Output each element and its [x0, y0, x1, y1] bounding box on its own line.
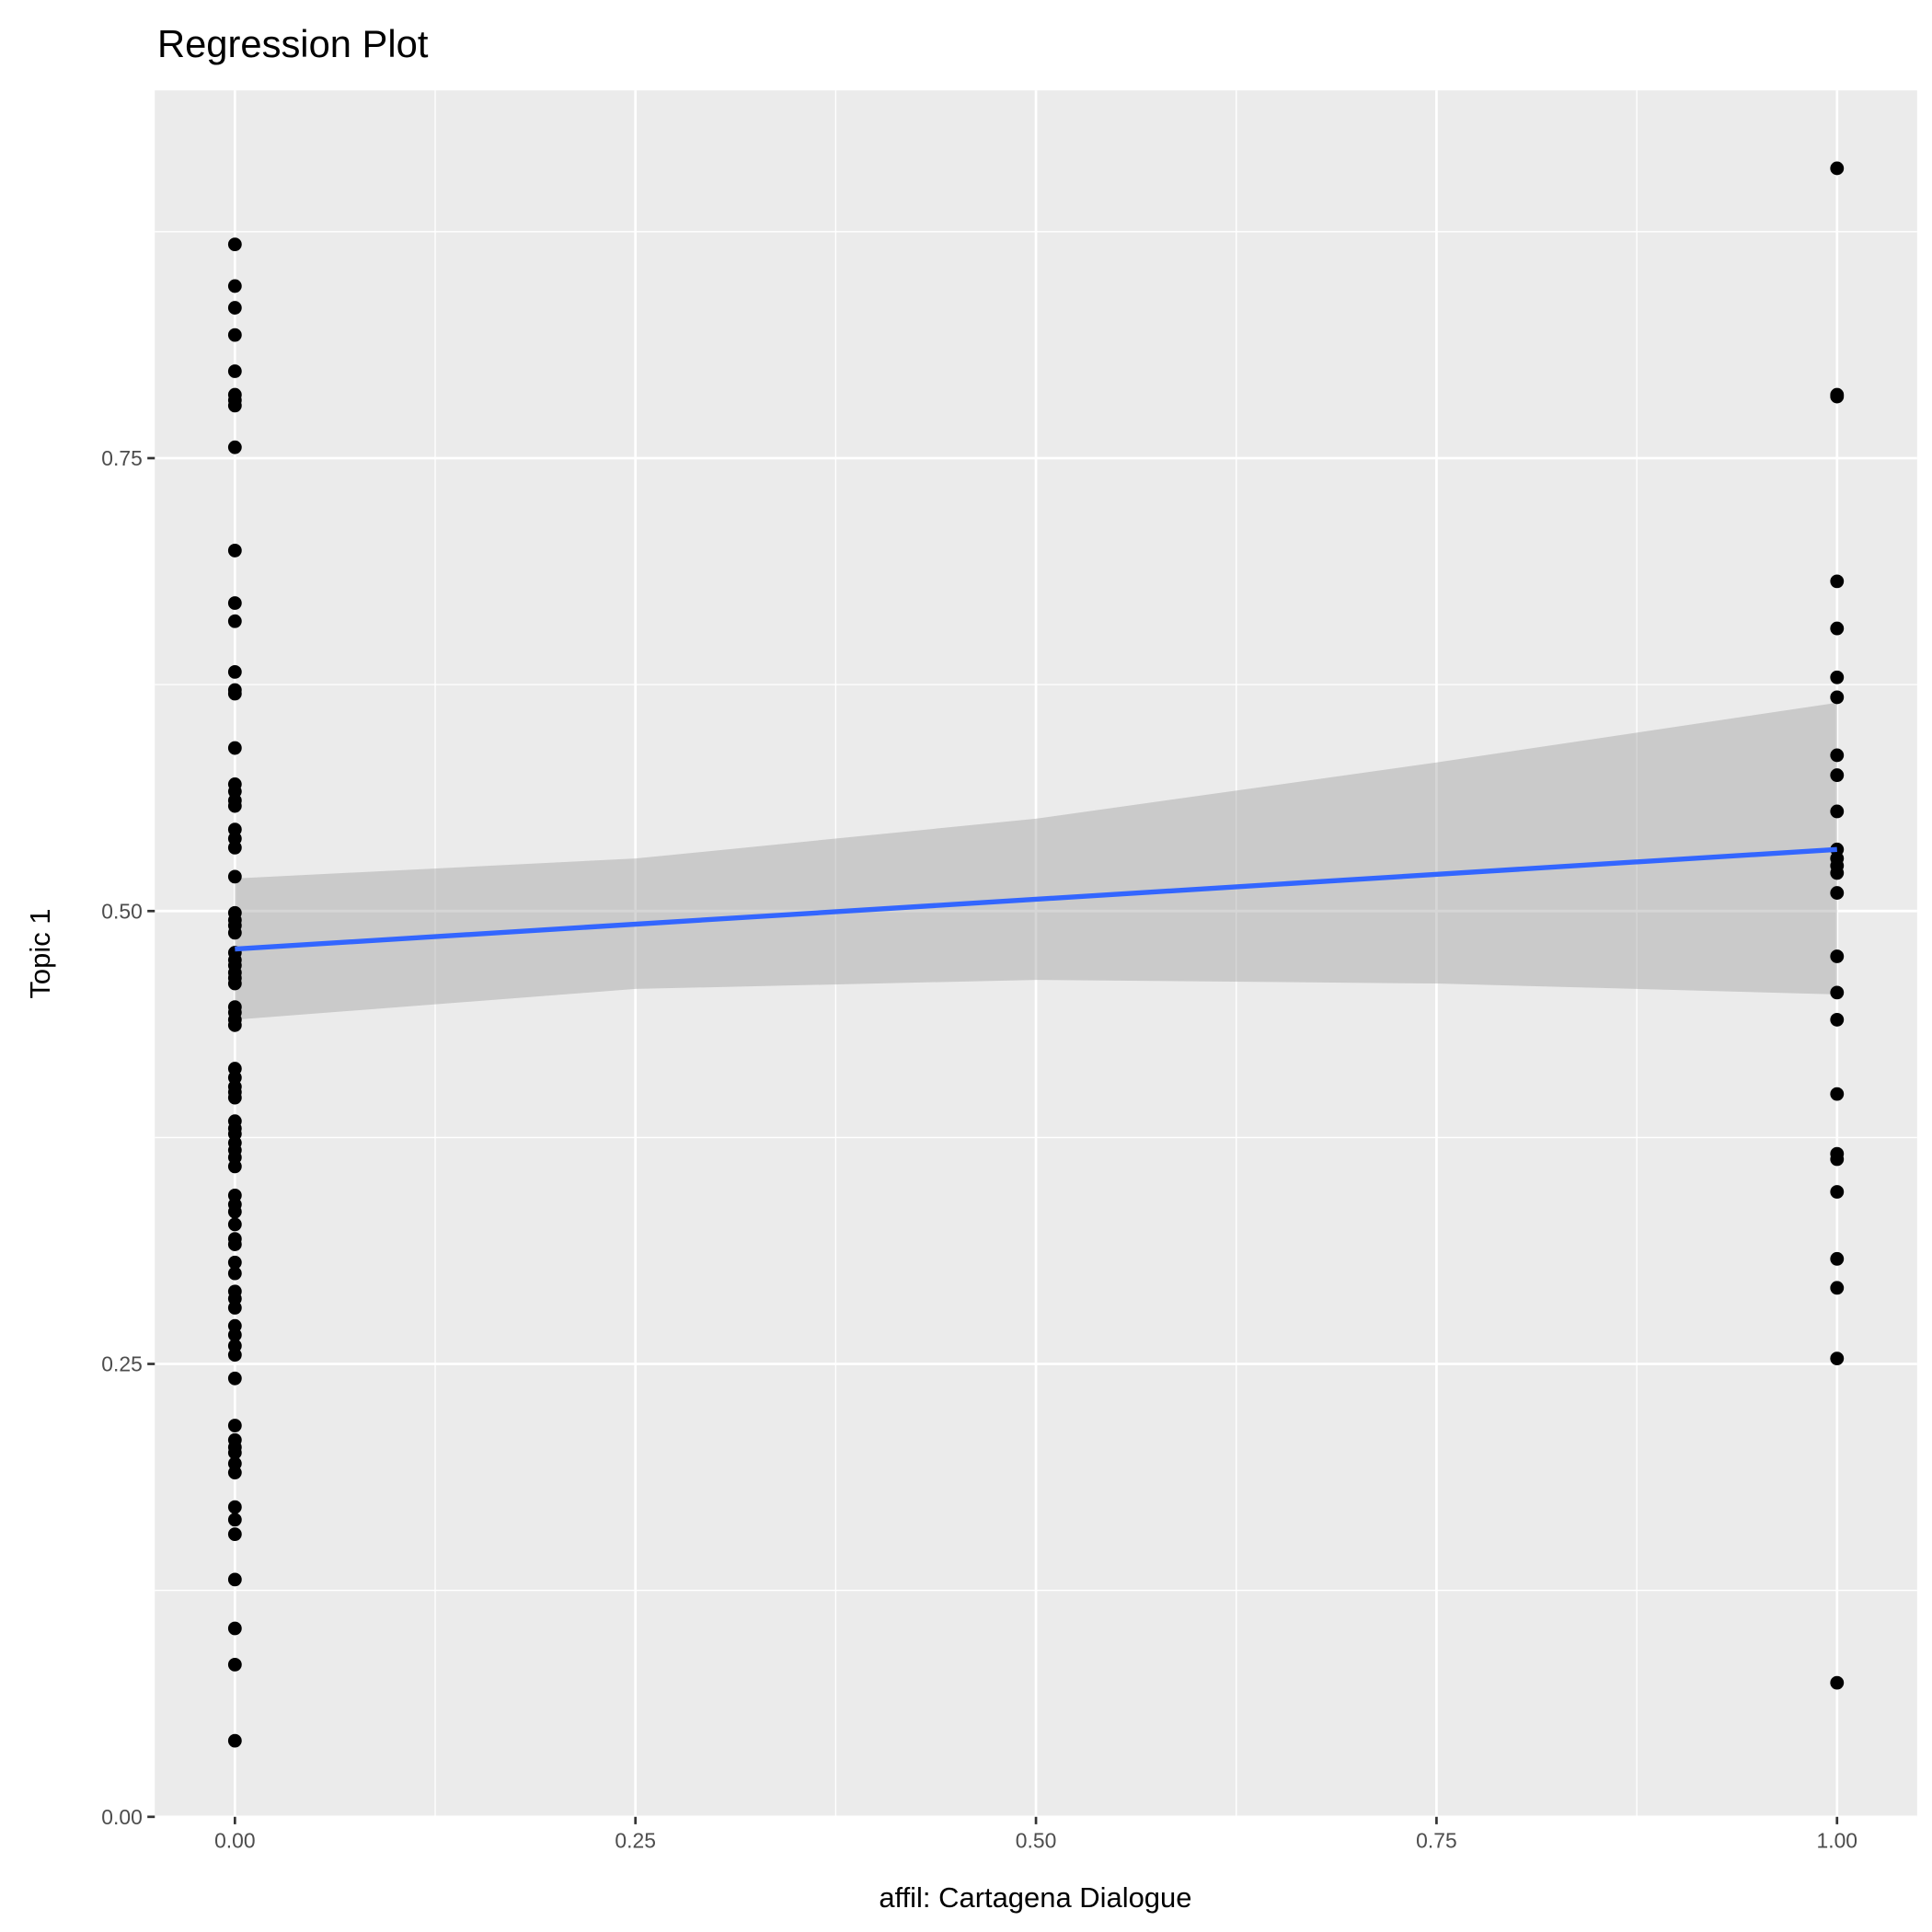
x-axis-title: affil: Cartagena Dialogue [879, 1881, 1191, 1914]
data-point [1830, 1152, 1845, 1167]
data-point [227, 799, 242, 813]
data-point [227, 614, 242, 628]
data-point [227, 1371, 242, 1386]
data-point [227, 976, 242, 991]
data-point [227, 1301, 242, 1315]
data-point [1830, 886, 1845, 900]
data-point [227, 1512, 242, 1527]
y-tick-label: 0.50 [101, 899, 143, 923]
data-point [1830, 621, 1845, 636]
data-point [227, 1348, 242, 1363]
data-point [227, 1527, 242, 1542]
data-point [227, 1090, 242, 1105]
x-tick-label: 1.00 [1817, 1828, 1858, 1852]
data-point [227, 1237, 242, 1251]
data-point [227, 301, 242, 315]
y-tick-label: 0.25 [101, 1352, 143, 1376]
data-point [1830, 690, 1845, 705]
data-point [227, 686, 242, 701]
data-point [227, 1445, 242, 1460]
data-point [227, 1466, 242, 1480]
data-point [227, 1266, 242, 1281]
data-point [227, 926, 242, 940]
data-point [1830, 1087, 1845, 1101]
data-point [1830, 1185, 1845, 1199]
data-point [1830, 574, 1845, 589]
data-point [227, 440, 242, 454]
data-point [227, 1621, 242, 1636]
data-point [1830, 1281, 1845, 1295]
data-point [227, 1328, 242, 1342]
data-point [1830, 748, 1845, 763]
data-point [227, 596, 242, 610]
fit-line [235, 846, 1837, 952]
data-point [227, 1419, 242, 1432]
data-point [227, 741, 242, 755]
data-point [227, 664, 242, 679]
data-point [227, 840, 242, 855]
confidence-ribbon [235, 702, 1837, 1020]
data-point [1830, 1251, 1845, 1266]
data-point [227, 869, 242, 884]
data-point [227, 1658, 242, 1672]
data-point [227, 1500, 242, 1514]
data-point [227, 1217, 242, 1232]
data-point [1830, 866, 1845, 880]
data-point [227, 544, 242, 558]
x-tick-label: 0.75 [1416, 1828, 1457, 1852]
data-point [1830, 1675, 1845, 1690]
data-point [227, 398, 242, 413]
data-point [227, 1159, 242, 1174]
data-point [227, 364, 242, 378]
data-points [227, 161, 1845, 1748]
data-point [1830, 1351, 1845, 1366]
data-point [1830, 389, 1845, 404]
data-point [1830, 949, 1845, 963]
data-point [227, 1255, 242, 1270]
data-point [227, 237, 242, 252]
y-axis-title: Topic 1 [24, 908, 56, 998]
confidence-band [235, 702, 1837, 1020]
data-point [1830, 985, 1845, 1000]
x-tick-label: 0.25 [615, 1828, 656, 1852]
data-point [227, 1204, 242, 1219]
data-point [227, 1018, 242, 1032]
data-point [1830, 670, 1845, 684]
data-point [1830, 768, 1845, 782]
x-tick-label: 0.50 [1016, 1828, 1057, 1852]
x-axis: 0.00 0.25 0.50 0.75 1.00 [214, 1816, 1858, 1852]
chart-title: Regression Plot [157, 22, 429, 65]
y-tick-label: 0.00 [101, 1805, 143, 1829]
data-point [1830, 1013, 1845, 1027]
y-axis: 0.00 0.25 0.50 0.75 [101, 446, 155, 1829]
data-point [227, 279, 242, 293]
data-point [1830, 161, 1845, 176]
x-tick-label: 0.00 [214, 1828, 256, 1852]
data-point [227, 1572, 242, 1587]
data-point [227, 1733, 242, 1748]
y-tick-label: 0.75 [101, 446, 143, 470]
regression-line [235, 846, 1837, 952]
data-point [1830, 804, 1845, 819]
data-point [227, 328, 242, 342]
